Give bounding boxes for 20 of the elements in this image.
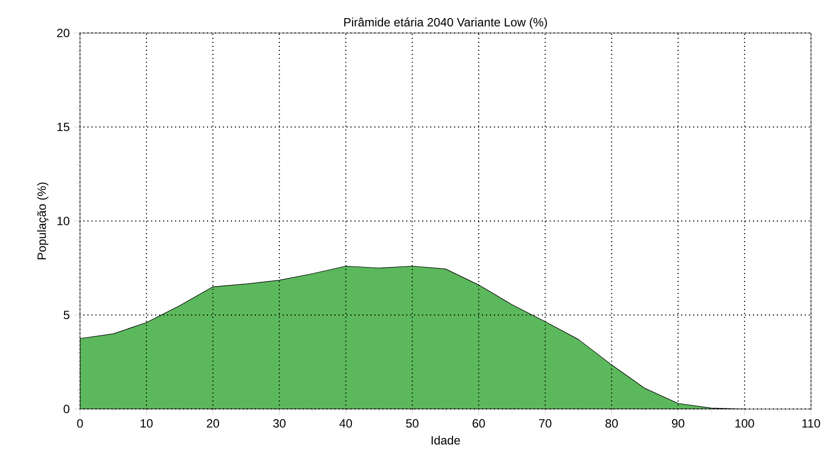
x-tick-label: 100	[735, 419, 754, 428]
x-tick-label: 50	[406, 419, 418, 428]
y-axis-title: População (%)	[37, 182, 48, 260]
y-tick-label: 5	[64, 310, 70, 320]
x-tick-label: 40	[339, 419, 352, 428]
chart-title: Pirâmide etária 2040 Variante Low (%)	[344, 18, 547, 29]
x-tick-label: 70	[539, 419, 552, 428]
x-tick-label: 90	[672, 419, 684, 428]
y-tick-label: 20	[57, 28, 70, 38]
x-tick-label: 80	[606, 419, 618, 428]
y-tick-label: 0	[64, 404, 70, 414]
y-tick-label: 15	[57, 122, 70, 132]
x-tick-label: 60	[472, 419, 485, 428]
x-tick-label: 30	[273, 419, 286, 428]
x-axis-title: Idade	[432, 436, 460, 445]
x-tick-label: 10	[140, 419, 153, 428]
x-tick-label: 0	[77, 419, 83, 428]
x-tick-label: 20	[206, 419, 220, 428]
x-tick-label: 110	[802, 419, 820, 428]
y-tick-label: 10	[57, 216, 70, 226]
